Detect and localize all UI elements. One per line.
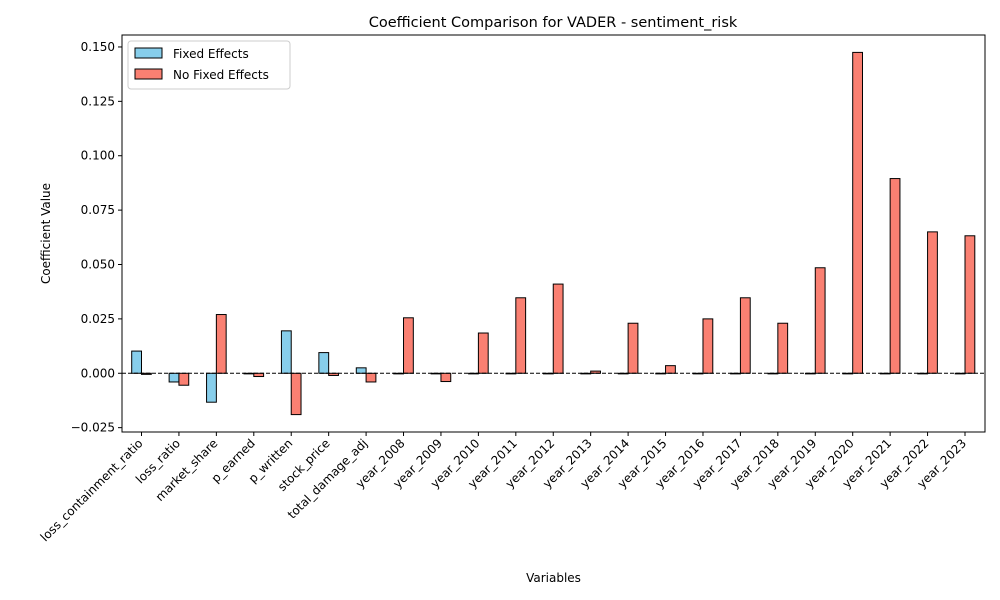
bar-fixed-effects-loss_ratio xyxy=(168,372,180,383)
bar-no-fixed-effects-p_earned xyxy=(253,372,265,378)
bar-no-fixed-effects-year_2020 xyxy=(852,51,864,374)
bar-no-fixed-effects-year_2014 xyxy=(627,322,639,374)
y-axis: −0.025 0.000 0.025 0.050 0.075 0.100 0.125 0.15… xyxy=(71,40,122,435)
y-tick-label: 0.025 xyxy=(81,312,115,326)
bar-no-fixed-effects-year_2013 xyxy=(590,370,601,374)
y-tick-label: 0.050 xyxy=(81,257,115,271)
y-tick-label: 0.075 xyxy=(81,203,115,217)
y-tick-label: −0.025 xyxy=(71,421,115,435)
legend-box xyxy=(127,40,291,90)
y-tick-label: 0.125 xyxy=(81,94,115,108)
x-axis-title: Variables xyxy=(526,571,581,585)
legend-swatch xyxy=(134,47,163,59)
legend: Fixed Effects No Fixed Effects xyxy=(127,40,291,90)
bar-no-fixed-effects-total_damage_adj xyxy=(365,372,377,383)
bar-no-fixed-effects-year_2015 xyxy=(665,365,676,374)
x-tick-label: loss_containment_ratio xyxy=(38,436,146,544)
bar-no-fixed-effects-year_2009 xyxy=(440,372,452,383)
bar-no-fixed-effects-loss_ratio xyxy=(178,372,190,386)
y-tick-label: 0.000 xyxy=(81,366,115,380)
y-axis-title: Coefficient Value xyxy=(39,183,53,284)
bar-fixed-effects-loss_containment_ratio xyxy=(131,350,142,374)
bar-no-fixed-effects-year_2023 xyxy=(964,235,976,374)
bar-no-fixed-effects-year_2018 xyxy=(777,322,789,374)
plot-bars xyxy=(131,51,976,416)
bar-no-fixed-effects-p_written xyxy=(290,372,302,416)
bar-no-fixed-effects-year_2017 xyxy=(739,297,751,374)
bar-fixed-effects-stock_price xyxy=(318,352,330,374)
y-tick-label: 0.150 xyxy=(81,40,115,54)
x-axis: loss_containment_ratioloss_ratiomarket_s… xyxy=(38,432,969,544)
chart-title: Coefficient Comparison for VADER - senti… xyxy=(369,15,738,31)
legend-label: No Fixed Effects xyxy=(173,68,269,82)
bar-fixed-effects-total_damage_adj xyxy=(355,367,367,374)
bar-no-fixed-effects-year_2010 xyxy=(477,332,489,374)
bar-no-fixed-effects-year_2012 xyxy=(552,283,564,374)
legend-swatch xyxy=(134,68,163,80)
bar-no-fixed-effects-year_2008 xyxy=(403,317,414,374)
legend-label: Fixed Effects xyxy=(173,47,249,61)
bar-no-fixed-effects-year_2016 xyxy=(702,318,714,374)
bar-no-fixed-effects-year_2019 xyxy=(814,267,826,374)
bar-no-fixed-effects-year_2022 xyxy=(927,231,938,374)
bar-no-fixed-effects-market_share xyxy=(215,314,227,374)
bar-no-fixed-effects-year_2011 xyxy=(515,297,527,374)
bar-fixed-effects-p_written xyxy=(280,330,292,374)
y-tick-label: 0.100 xyxy=(81,149,115,163)
bar-no-fixed-effects-year_2021 xyxy=(889,178,901,374)
bar-fixed-effects-market_share xyxy=(206,372,217,403)
